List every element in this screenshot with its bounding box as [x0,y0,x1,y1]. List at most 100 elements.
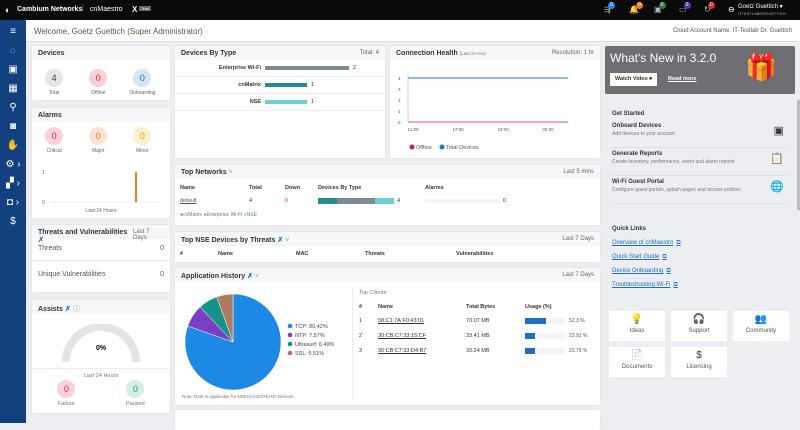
tile-support[interactable]: 🎧 Support [671,311,727,341]
col-header: Alarms [425,185,444,191]
stat-total[interactable]: 4 Total [32,69,76,96]
chevron-down-icon[interactable]: ˅ [285,237,290,244]
top-nse-card: Top NSE Devices by Threats ✗ ˅ Last 7 Day… [175,232,600,262]
user-account: ITTESTLABDRGUETTICH [738,11,786,16]
y-tick: 2 [398,98,401,103]
ap-icon[interactable]: ⇶ 0 [604,2,615,14]
quick-link[interactable]: Quick Start Guide ⧉ [612,254,667,260]
threats-row: Threats 0 [32,239,170,261]
gift-icon: 🎁 [745,52,778,82]
wireless-icon[interactable]: ◙ [9,121,17,132]
x-tick: 23:00 [497,127,509,132]
chevron-down-icon[interactable]: ˅ [228,169,233,176]
device-icon[interactable]: ▣ 0 [654,2,666,14]
stat-minor[interactable]: 0 Minor [120,127,164,154]
y-tick: 4 [398,76,401,81]
col-header: Name [378,304,393,310]
device-type-label: Enterprise Wi-Fi [218,65,261,71]
col-header: Threats [365,251,385,257]
scrollbar[interactable] [797,100,800,210]
stat-label: Onboarding [129,90,156,96]
info-icon[interactable]: ⓘ [72,306,80,313]
stat-label: Paused [126,401,145,407]
y-tick: 1 [398,109,401,114]
refresh-icon[interactable]: ↻ 0 [704,2,715,14]
network-link-default[interactable]: default [180,198,197,204]
stat-label: Critical [46,148,62,154]
col-header: Total [249,185,262,191]
stat-offline[interactable]: 0 Offline [76,69,120,96]
tile-documents[interactable]: 📄 Documents [609,347,665,377]
monitor-icon[interactable]: ▣ [8,64,18,75]
top-networks-card: Top Networks ˅ Last 5 mins Name Total Dow… [175,165,600,225]
usage-percent: 52.3 % [569,318,585,324]
camera-icon[interactable]: ◘ › [6,197,20,208]
stat-label: Minor [136,148,149,154]
client-name-link[interactable]: 30:CB:C7:33:15:CF [378,333,426,339]
alarms-bar [425,199,499,203]
get-started-item[interactable]: Onboard Devices Add devices to your accou… [612,122,788,148]
alarm-spike-bar [135,172,137,202]
hand-icon[interactable]: ✋ [6,140,20,151]
usage-bar-fill [525,333,535,339]
device-type-row[interactable]: NSE 1 [175,94,385,111]
location-icon[interactable]: ⚲ [9,102,17,113]
account-name: Cloud Account Name: IT-Testlab Dr. Guett… [672,28,792,34]
chevron-down-icon[interactable]: ˅ [254,273,260,280]
read-more-link[interactable]: Read more [668,76,697,82]
alarms-title: Alarms [38,112,62,119]
stat-value: 0 [45,127,64,145]
top-networks-period: Last 5 mins [563,169,594,175]
col-header: Usage (%) [525,304,552,310]
app-history-title: Application History [181,273,246,280]
quick-link[interactable]: Overview of cnMaestro ⧉ [612,240,681,246]
device-type-value: 1 [311,82,315,88]
gear-icon[interactable]: ⚙ › [5,159,21,170]
tile-licensing[interactable]: $ Licensing [671,347,727,377]
client-name-link[interactable]: 58:C1:7A:F0:43:01 [378,318,425,324]
legend-marker [287,350,293,356]
tile-community[interactable]: 👥 Community [733,311,789,341]
menu-icon[interactable]: ≡ [10,26,16,37]
col-header: MAC [296,251,309,257]
client-rank: 3 [359,348,363,354]
item-title: Generate Reports [612,151,663,157]
legend-label: Ultrasurf: 6.49% [295,342,335,348]
top-networks-title: Top Networks [181,169,227,176]
tile-ideas[interactable]: 💡 Ideas [609,311,665,341]
stat-value: 0 [126,380,145,398]
grid-icon[interactable]: ▦ [8,83,18,94]
stat-onboarding[interactable]: 0 Onboarding [120,69,164,96]
tile-label: Documents [621,364,653,370]
stat-value: 0 [133,69,152,87]
notification-count: 0 [707,2,715,9]
item-title: Wi-Fi Guest Portal [612,179,664,185]
col-header: Total Bytes [466,304,496,310]
watch-video-button[interactable]: Watch Video ⏺ [610,73,657,86]
stat-critical[interactable]: 0 Critical [32,127,76,154]
client-name-link[interactable]: 30:CB:C7:33:D4:B7 [378,348,427,354]
quick-link[interactable]: Troubleshooting Wi-Fi ⧉ [612,282,678,288]
item-desc: Add devices to your account [612,131,675,137]
notification-count: 0 [683,2,691,9]
home-icon[interactable]: ⌂ [9,45,17,56]
device-type-row[interactable]: cnMatrix 1 [175,77,385,94]
lightbulb-icon: 💡 [630,314,644,325]
x-tick: 11:00 [408,127,419,132]
user-menu[interactable]: Goetz Guettich ▾ [738,4,783,10]
stat-major[interactable]: 0 Major [76,127,120,154]
bell-icon[interactable]: 🔔 0 [629,2,643,14]
external-link-icon: ⧉ [662,254,667,260]
get-started-item[interactable]: Wi-Fi Guest Portal Configure guest portal… [612,178,788,204]
get-started-item[interactable]: Generate Reports Create inventory, perfor… [612,150,788,176]
assist-stat-failure[interactable]: 0 Failure [57,380,76,407]
quick-link[interactable]: Device Onboarding ⧉ [612,268,671,274]
assist-stat-paused[interactable]: 0 Paused [126,380,145,407]
network-legend: ●cnMatrix ●Enterprise Wi-Fi ●NSE [180,212,257,218]
legend-marker [439,144,445,150]
monitor-icon[interactable]: ▭ 0 [679,2,691,14]
document-icon: 📄 [630,350,644,361]
apps-icon[interactable]: ▞ › [6,178,20,189]
dollar-icon[interactable]: $ [10,216,16,227]
device-type-row[interactable]: Enterprise Wi-Fi 2 [175,60,385,77]
